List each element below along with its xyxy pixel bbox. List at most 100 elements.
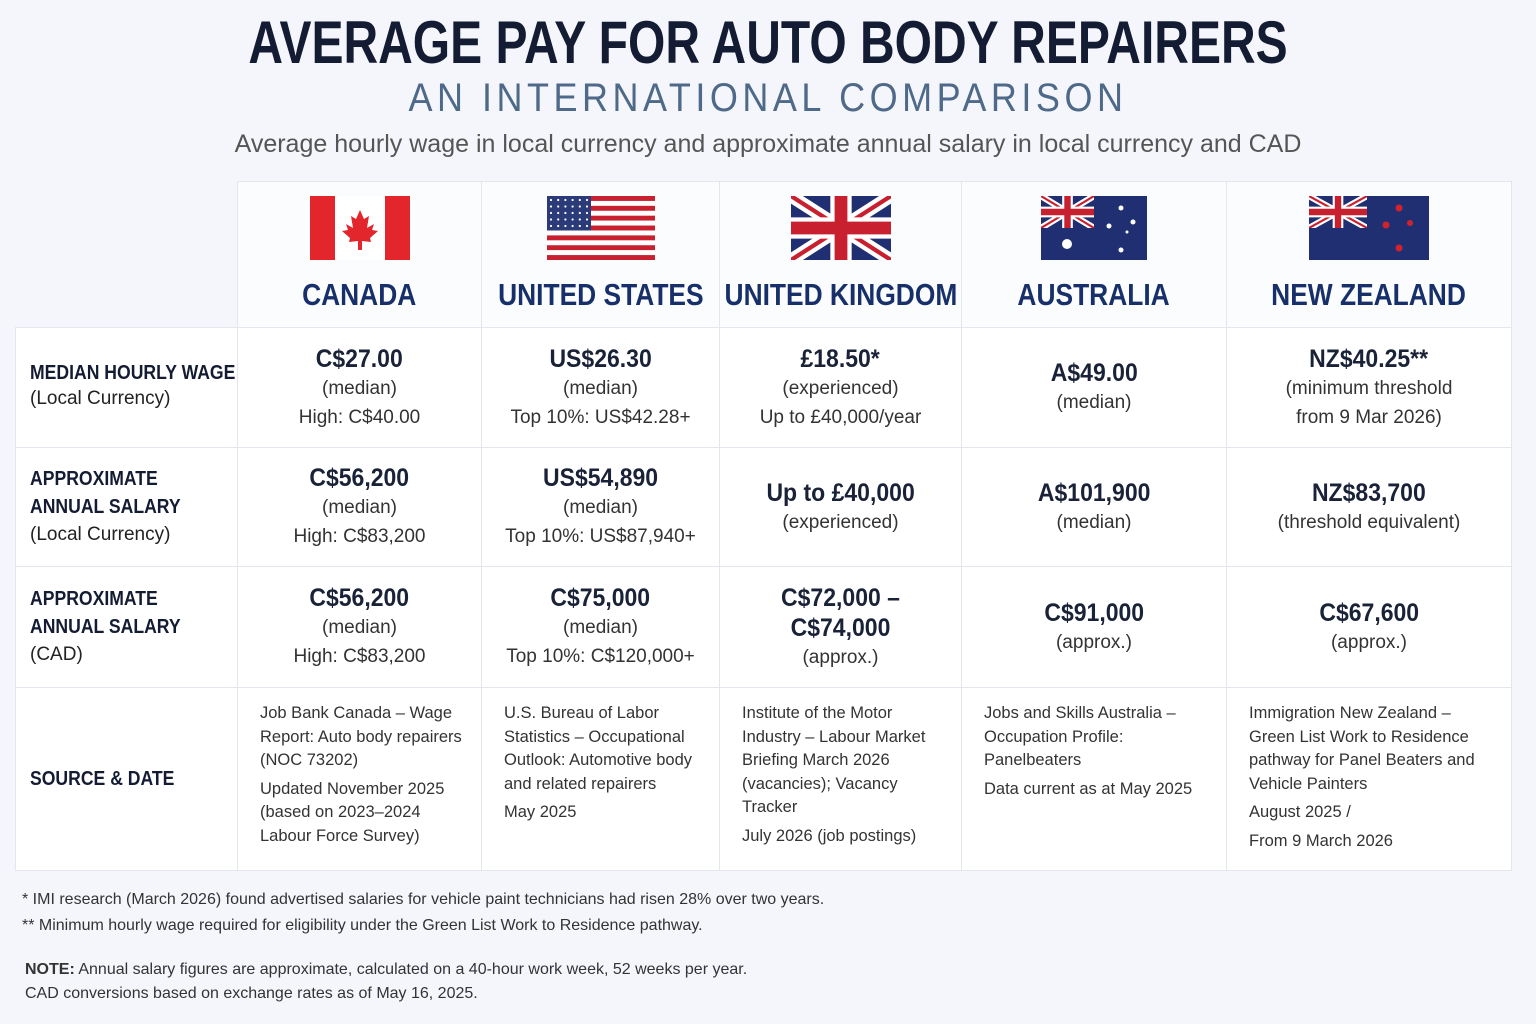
cell-value: C$56,200: [309, 584, 410, 612]
source-text: August 2025 /: [1249, 803, 1351, 821]
cell-detail: (median): [322, 377, 397, 399]
cell-value: A$101,900: [1037, 478, 1151, 507]
source-text: May 2025: [504, 803, 577, 821]
cell-detail: High: C$83,200: [293, 526, 426, 547]
table-cell: C$27.00 (median) High: C$40.00: [237, 327, 482, 448]
column-header: UNITED STATES: [481, 181, 720, 328]
cell-detail: Top 10%: US$42.28+: [510, 406, 691, 428]
cell-value: C$72,000 – C$74,000: [781, 583, 900, 642]
cell-value: Up to £40,000: [766, 478, 915, 507]
row-label-sub: (Local Currency): [30, 388, 171, 409]
cell-value: C$91,000: [1044, 598, 1144, 627]
row-label: APPROXIMATE ANNUAL SALARY (CAD): [15, 566, 238, 688]
title: AVERAGE PAY FOR AUTO BODY REPAIRERS: [248, 9, 1288, 76]
cell-detail: (median): [563, 377, 638, 399]
source-text: U.S. Bureau of Labor Statistics – Occupa…: [504, 704, 693, 793]
flag-icon: [1309, 196, 1429, 265]
source-cell: U.S. Bureau of Labor Statistics – Occupa…: [481, 687, 720, 871]
country-name: UNITED STATES: [497, 277, 704, 312]
source-text: Updated November 2025 (based on 2023–202…: [260, 779, 445, 845]
cell-detail: (approx.): [1330, 631, 1408, 653]
table-cell: C$91,000 (approx.): [961, 566, 1227, 688]
description: Average hourly wage in local currency an…: [234, 130, 1302, 158]
note-line: NOTE: Annual salary figures are approxim…: [25, 958, 747, 982]
country-name: CANADA: [302, 277, 417, 312]
table-cell: Up to £40,000 (experienced): [719, 447, 962, 567]
table-cell: US$26.30 (median) Top 10%: US$42.28+: [481, 327, 720, 448]
flag-icon: [787, 190, 894, 266]
cell-detail: (median): [322, 497, 397, 518]
cell-detail: (experienced): [782, 511, 899, 533]
footnote: * IMI research (March 2026) found advert…: [22, 891, 825, 908]
table-cell: NZ$40.25** (minimum threshold from 9 Mar 2…: [1226, 327, 1512, 448]
row-label-sub: (Local Currency): [30, 524, 171, 545]
table-cell: £18.50* (experienced) Up to £40,000/year: [719, 327, 962, 448]
row-label-sub: (CAD): [30, 644, 83, 665]
table-cell: C$72,000 – C$74,000 (approx.): [719, 566, 962, 688]
cell-detail: (approx.): [802, 646, 879, 668]
source-text: Jobs and Skills Australia – Occupation P…: [984, 704, 1176, 769]
table-cell: C$56,200 (median) High: C$83,200: [237, 447, 482, 567]
source-cell: Institute of the Motor Industry – Labour…: [719, 687, 962, 871]
row-label-title: APPROXIMATE ANNUAL SALARY: [30, 588, 181, 638]
source-text: Data current as at May 2025: [984, 779, 1193, 798]
country-name: UNITED KINGDOM: [724, 277, 957, 312]
column-header: AUSTRALIA: [961, 181, 1227, 328]
cell-detail: High: C$40.00: [298, 406, 421, 428]
cell-detail: High: C$83,200: [293, 646, 426, 667]
flag-icon: [546, 196, 655, 265]
flag-icon: [1041, 196, 1147, 265]
cell-value: C$67,600: [1319, 598, 1419, 627]
source-cell: Jobs and Skills Australia – Occupation P…: [961, 687, 1227, 871]
source-text: July 2026 (job postings): [742, 826, 917, 845]
cell-value: £18.50*: [800, 344, 881, 373]
note-text: Annual salary figures are approximate, c…: [78, 961, 748, 978]
table-cell: A$101,900 (median): [961, 447, 1227, 567]
cell-value: US$54,890: [542, 464, 659, 492]
cell-detail: from 9 Mar 2026): [1296, 406, 1442, 428]
note-line: CAD conversions based on exchange rates …: [25, 985, 478, 1002]
cell-detail: (experienced): [782, 377, 899, 399]
cell-detail: (median): [1056, 511, 1132, 533]
row-label-title: APPROXIMATE ANNUAL SALARY: [30, 468, 181, 518]
subtitle: AN INTERNATIONAL COMPARISON: [408, 76, 1128, 120]
cell-value: NZ$40.25**: [1309, 344, 1429, 373]
table-cell: A$49.00 (median): [961, 327, 1227, 448]
note: NOTE: Annual salary figures are approxim…: [25, 958, 747, 1006]
column-header: CANADA: [237, 181, 482, 328]
cell-value: C$56,200: [309, 464, 410, 492]
cell-detail: (median): [1056, 392, 1132, 413]
cell-detail: (median): [322, 617, 397, 638]
table-cell: NZ$83,700 (threshold equivalent): [1226, 447, 1512, 567]
cell-detail: (threshold equivalent): [1277, 511, 1461, 533]
table-cell: C$56,200 (median) High: C$83,200: [237, 566, 482, 688]
row-label: SOURCE & DATE: [15, 687, 238, 871]
cell-detail: Top 10%: C$120,000+: [506, 646, 695, 667]
footnote: ** Minimum hourly wage required for elig…: [22, 917, 703, 934]
cell-detail: (median): [563, 497, 638, 518]
cell-detail: (minimum threshold: [1285, 377, 1453, 399]
column-header: UNITED KINGDOM: [719, 181, 962, 328]
source-text: From 9 March 2026: [1249, 831, 1393, 850]
source-text: Institute of the Motor Industry – Labour…: [742, 704, 926, 816]
country-name: NEW ZEALAND: [1271, 277, 1467, 312]
cell-value: C$75,000: [550, 584, 651, 612]
cell-value: A$49.00: [1050, 359, 1138, 387]
row-label: MEDIAN HOURLY WAGE (Local Currency): [15, 327, 238, 448]
column-header: NEW ZEALAND: [1226, 181, 1512, 328]
cell-detail: (approx.): [1055, 631, 1133, 653]
note-label: NOTE:: [25, 961, 75, 978]
table-cell: C$67,600 (approx.): [1226, 566, 1512, 688]
cell-value: C$27.00: [316, 344, 403, 373]
cell-detail: Up to £40,000/year: [759, 406, 922, 428]
table-cell: US$54,890 (median) Top 10%: US$87,940+: [481, 447, 720, 567]
cell-value: NZ$83,700: [1312, 478, 1426, 507]
cell-detail: (median): [563, 617, 638, 638]
source-text: Job Bank Canada – Wage Report: Auto body…: [260, 704, 462, 769]
country-name: AUSTRALIA: [1017, 277, 1171, 312]
row-label-title: MEDIAN HOURLY WAGE: [30, 362, 236, 384]
table-cell: C$75,000 (median) Top 10%: C$120,000+: [481, 566, 720, 688]
row-label-title: SOURCE & DATE: [30, 767, 175, 790]
cell-detail: Top 10%: US$87,940+: [505, 526, 696, 547]
